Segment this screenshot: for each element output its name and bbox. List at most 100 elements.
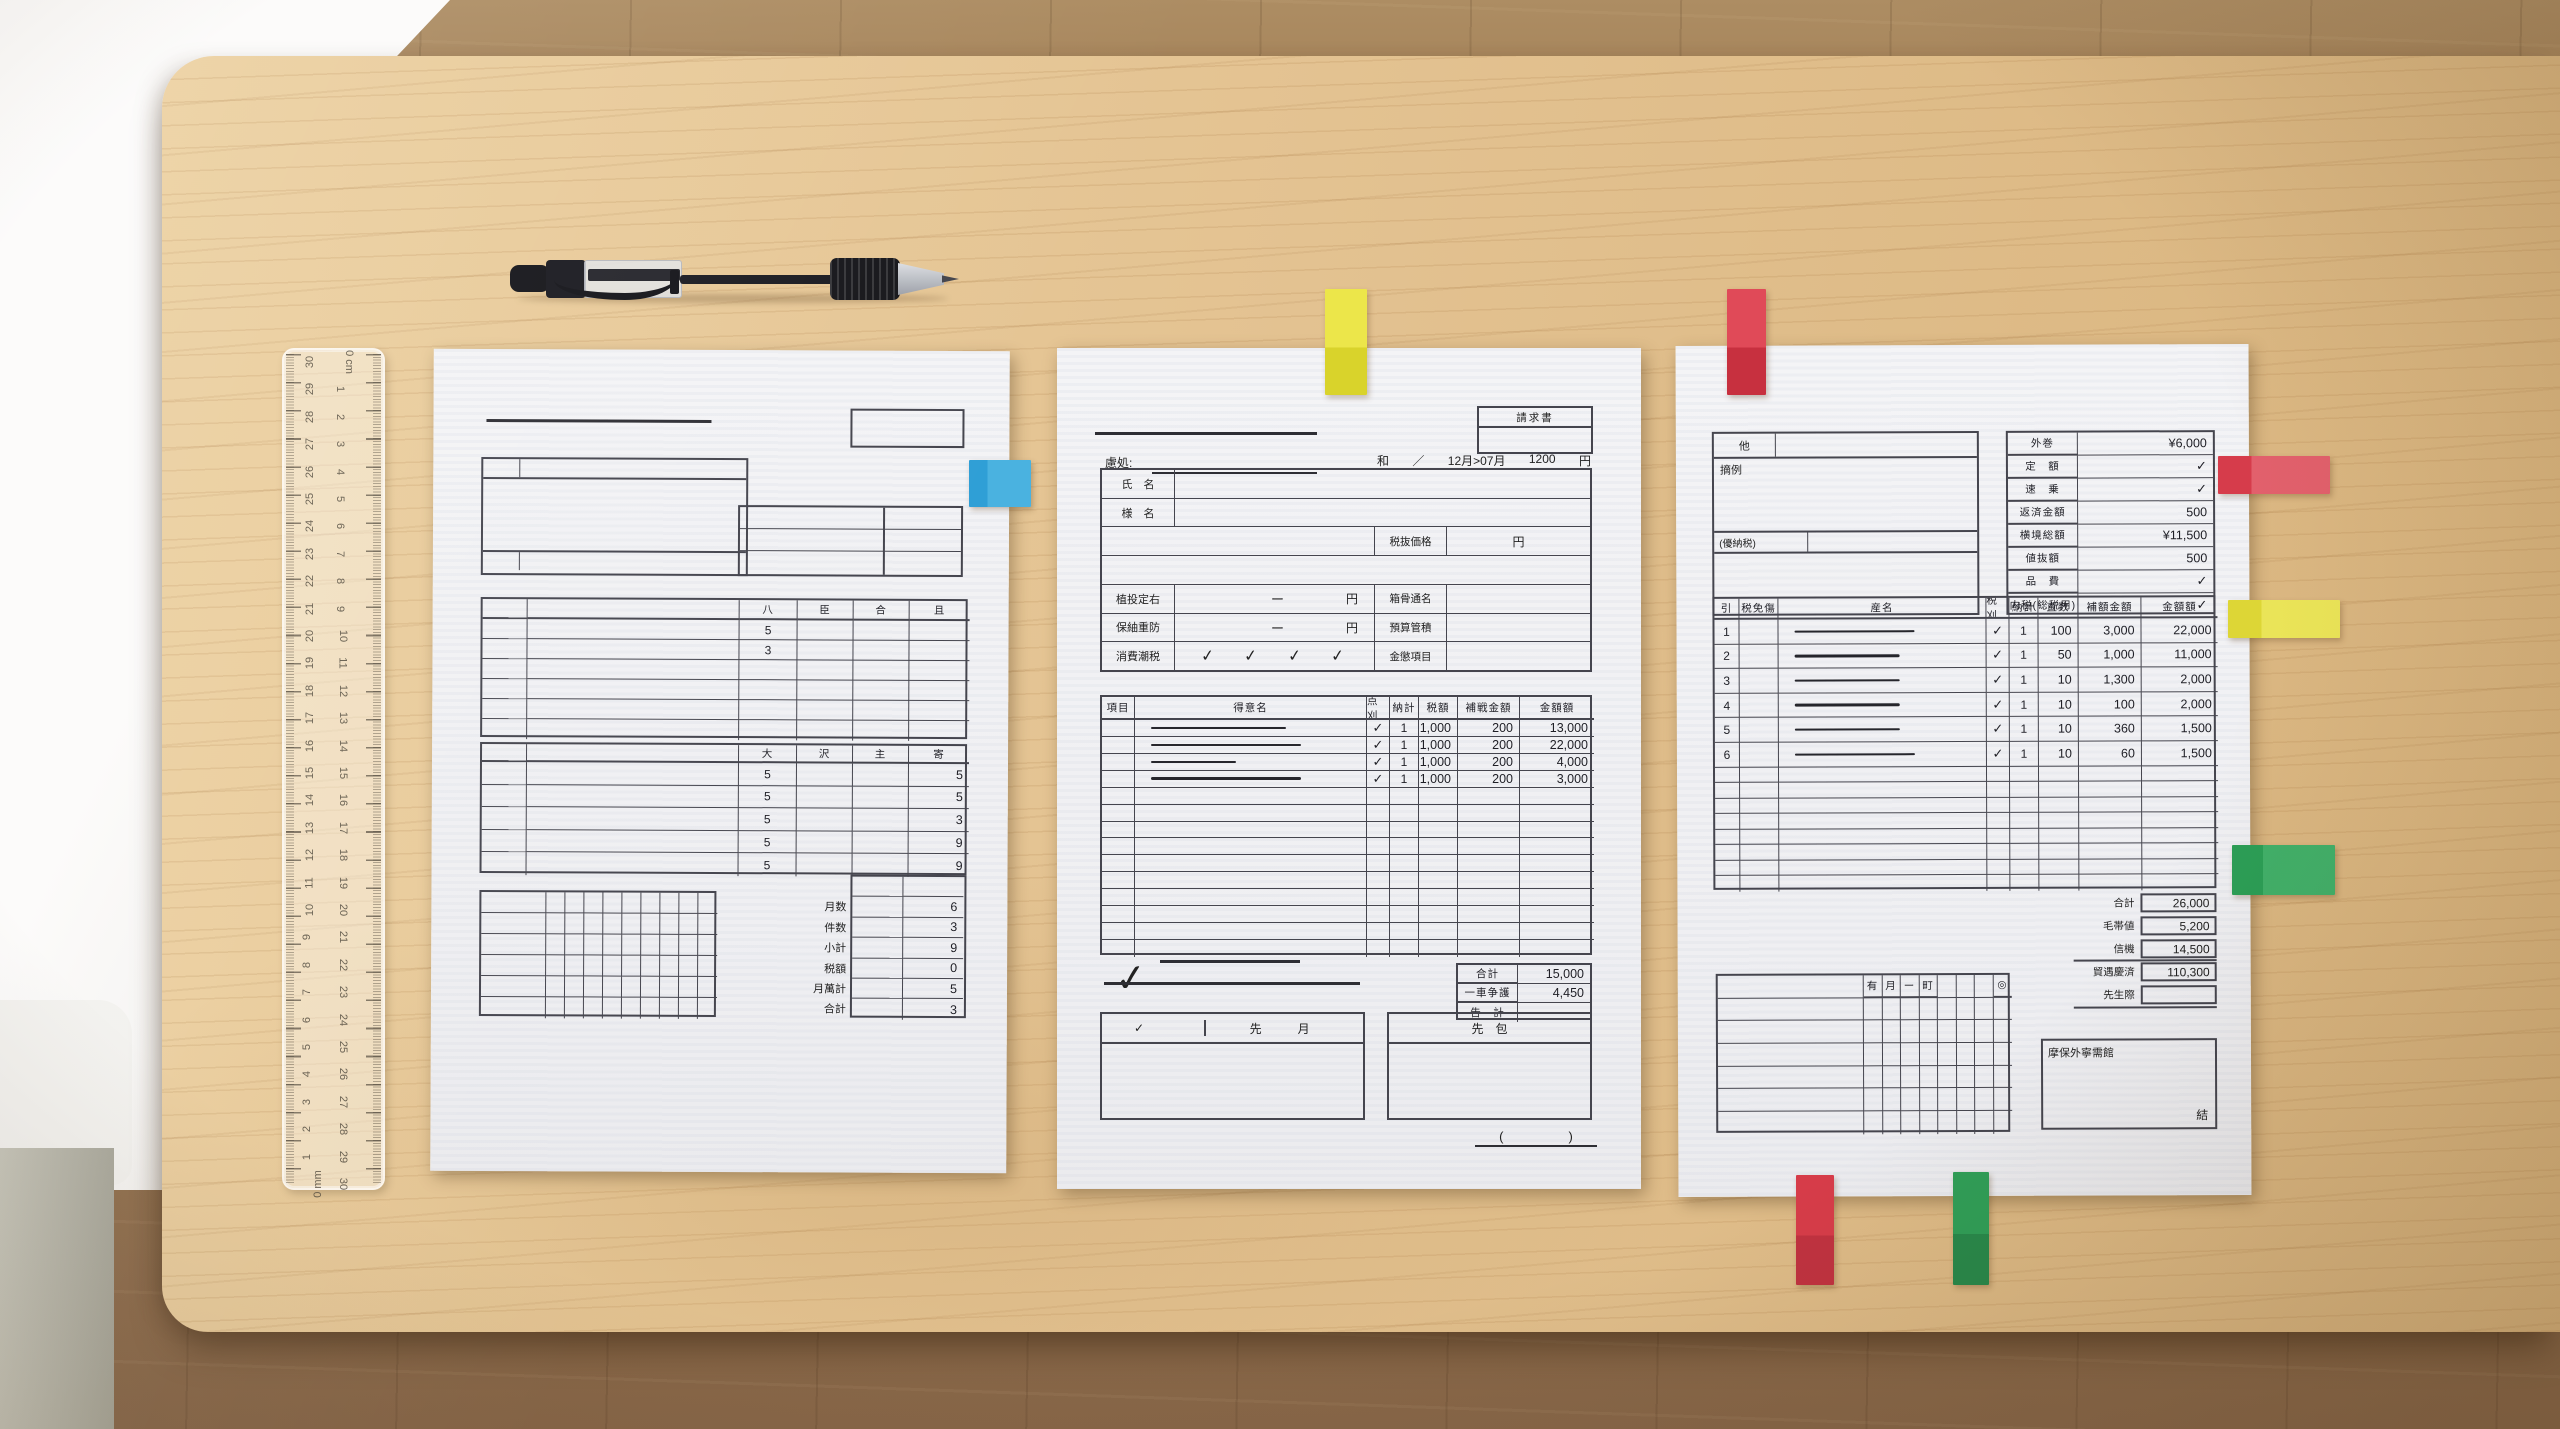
table-cell (1390, 804, 1419, 822)
blue-sticky-tab (969, 460, 1031, 507)
payee-row: (優納税) (1714, 531, 1978, 554)
table-cell (1367, 906, 1390, 924)
table-cell (603, 934, 623, 956)
table-cell (1102, 872, 1135, 890)
table-cell (2142, 843, 2219, 860)
summary-label: 月萬計 (812, 983, 847, 996)
table-cell (1901, 1111, 1920, 1135)
table-cell (1717, 998, 1864, 1022)
value-cell: 5 (738, 853, 797, 877)
item-name-line (1135, 753, 1367, 771)
amount-cell: 22,000 (2141, 618, 2218, 643)
table-cell (482, 618, 528, 640)
table-cell (1993, 1088, 2013, 1112)
info-blank (1102, 556, 1590, 584)
summary-value: 110,300 (2140, 962, 2217, 982)
unit-cell: 100 (2038, 618, 2079, 644)
table-cell (481, 807, 527, 830)
table-cell (1993, 997, 2012, 1021)
table-cell (2079, 843, 2143, 860)
column-header: 金額額 (2141, 597, 2218, 619)
table-cell (1102, 720, 1135, 737)
table-cell (679, 955, 699, 977)
table-cell (1520, 838, 1594, 856)
table-cell (1390, 889, 1419, 907)
payee-row: 他 (1713, 432, 1977, 459)
table-cell (640, 997, 660, 1019)
table-cell (852, 896, 904, 918)
column-header: 税額 (1419, 697, 1458, 720)
table-cell (852, 917, 904, 938)
ruler-number: 11 (336, 657, 349, 670)
table-cell (565, 892, 585, 914)
table-cell (679, 892, 699, 914)
table-cell (1715, 782, 1741, 799)
header-body (483, 479, 746, 551)
table-cell (1102, 753, 1135, 771)
table-cell (1390, 872, 1419, 890)
item-name-line (1135, 720, 1367, 737)
table-cell (546, 934, 566, 956)
table-cell (1779, 828, 1988, 845)
table-cell (2039, 797, 2080, 813)
table-cell (2010, 828, 2040, 845)
title-underline (1095, 432, 1317, 435)
grid-header: ◎ (1993, 974, 2012, 998)
footer-header: 先 包 (1389, 1014, 1590, 1044)
ruler-number: 18 (304, 684, 317, 697)
ruler-number: 26 (304, 465, 317, 478)
qty-cell: 1 (1390, 753, 1419, 771)
sub-cell: 200 (1458, 770, 1520, 788)
amount-cell: 2,000 (2141, 667, 2218, 693)
value-cell (739, 680, 798, 701)
date-unit: 円 (1578, 454, 1591, 468)
table-cell (1975, 1065, 1994, 1089)
table-cell (1740, 813, 1780, 830)
header-row (482, 549, 746, 572)
column-header: 臣 (797, 600, 854, 621)
table-cell (527, 699, 740, 721)
column-header: 沢 (796, 745, 854, 764)
note-box: 摩保外寧需館 結 (2040, 1038, 2218, 1130)
ruler-number: 23 (337, 986, 350, 999)
table-cell (481, 912, 547, 935)
table-cell (1458, 821, 1520, 839)
ruler-number: 11 (303, 876, 316, 889)
summary-value: 26,000 (2140, 893, 2217, 913)
info-row-5: 保紬重防 ー 円 預算管積 (1102, 613, 1590, 643)
table-cell (482, 678, 528, 700)
red-sticky-tab-right (2218, 456, 2330, 494)
table-cell (678, 976, 699, 998)
table-cell (1987, 797, 2011, 814)
table-cell (603, 955, 623, 977)
check-cell: ✓ (1986, 692, 2010, 718)
table-cell (796, 763, 853, 787)
table-cell (2078, 765, 2143, 782)
footer-box-left: ✓ 先 月 (1100, 1012, 1365, 1120)
table-cell (1419, 923, 1458, 940)
table-cell (853, 680, 910, 701)
table-cell (1135, 787, 1367, 805)
qty-cell: 1 (2009, 618, 2039, 644)
ruler-number: 9 (301, 934, 314, 941)
table-cell (1520, 855, 1594, 873)
table-cell (909, 680, 970, 702)
table-cell (1987, 859, 2011, 876)
ruler-number: 20 (337, 903, 350, 917)
table-cell (1987, 875, 2011, 891)
table-cell (1718, 1111, 1865, 1135)
table-cell (853, 620, 910, 641)
sub-cell: 3,000 (2078, 618, 2142, 644)
ruler-number: 28 (337, 1123, 350, 1136)
amount-info-table: 外巻 ¥6,000 定 額 ✓ 速 乗 ✓ 返済金額 500 横境総額 ¥11,500 値抜額 500… (2005, 430, 2216, 617)
ruler-number: 0 mm (311, 1170, 324, 1198)
summary-row: 合計 26,000 (2077, 893, 2217, 913)
green-sticky-tab-right (2232, 845, 2335, 895)
checkmark: ✓ (1287, 647, 1303, 666)
grid-header: 月 (1882, 975, 1901, 998)
table-cell (480, 975, 547, 998)
table-cell (660, 913, 680, 935)
header-block (480, 456, 749, 577)
ref-label: 慮処: (1105, 456, 1133, 470)
